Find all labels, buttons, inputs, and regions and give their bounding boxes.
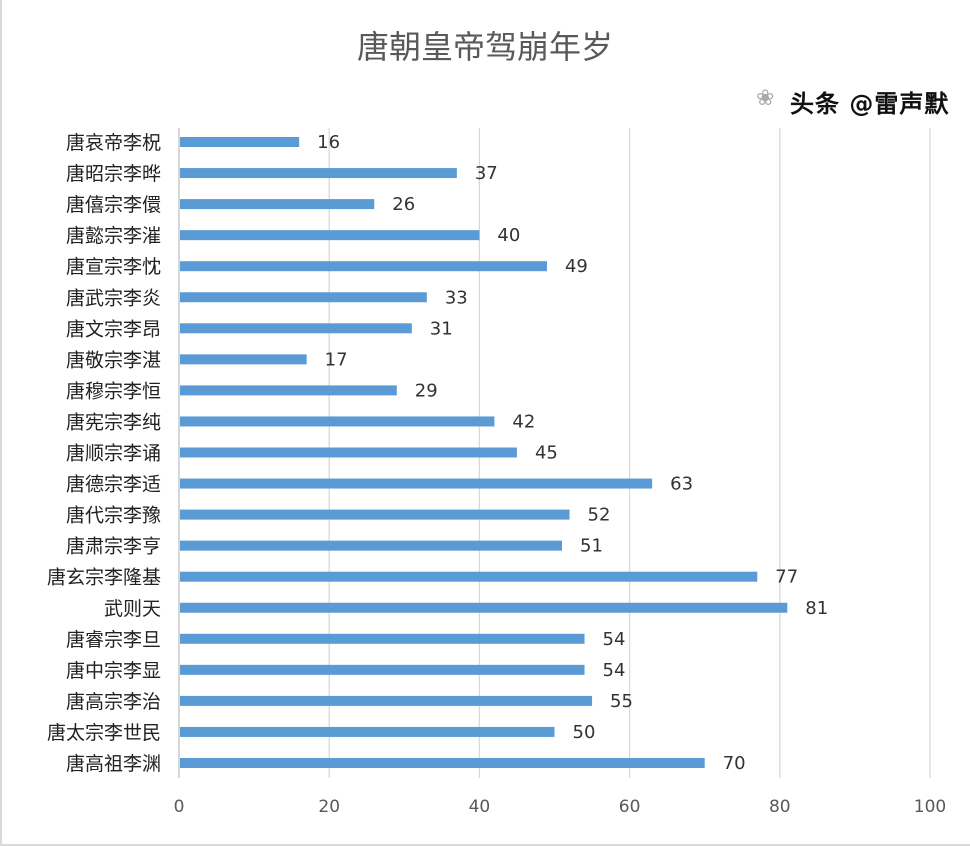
data-label: 33	[445, 287, 468, 308]
bar	[180, 354, 307, 365]
bar	[180, 602, 788, 613]
data-label: 42	[512, 411, 535, 432]
watermark-icon: ❀	[756, 86, 775, 111]
data-label: 29	[415, 380, 438, 401]
data-label: 49	[565, 256, 588, 277]
x-tick-label: 20	[318, 797, 340, 817]
bar	[180, 230, 480, 241]
category-label: 唐顺宗李诵	[66, 443, 161, 465]
data-label: 17	[325, 349, 348, 370]
category-label: 唐睿宗李旦	[66, 629, 161, 651]
category-label: 唐德宗李适	[66, 474, 161, 496]
x-tick-label: 100	[914, 797, 946, 817]
category-label: 唐代宗李豫	[66, 505, 161, 527]
bar	[180, 726, 555, 737]
category-label: 唐宪宗李纯	[66, 411, 161, 433]
data-label: 31	[430, 318, 453, 339]
category-label: 唐僖宗李儇	[66, 194, 161, 216]
x-tick-label: 0	[174, 797, 185, 817]
bar	[180, 540, 563, 551]
category-label: 唐穆宗李恒	[66, 380, 161, 402]
bar	[180, 137, 300, 147]
category-label: 唐文宗李昂	[66, 318, 161, 340]
bar	[180, 447, 517, 458]
bar	[180, 323, 412, 334]
bar	[180, 168, 457, 179]
category-label: 唐哀帝李柷	[66, 132, 161, 154]
category-label: 唐懿宗李漼	[66, 225, 161, 247]
data-label: 77	[775, 567, 798, 588]
data-label: 26	[392, 194, 415, 215]
data-label: 70	[723, 753, 746, 774]
data-label: 40	[497, 225, 520, 246]
x-tick-label: 40	[469, 797, 491, 817]
category-label: 唐武宗李炎	[66, 287, 161, 309]
bar	[180, 416, 495, 427]
data-label: 51	[580, 536, 603, 557]
category-label: 唐高宗李治	[66, 691, 161, 713]
category-label: 唐高祖李渊	[66, 753, 161, 775]
bar	[180, 261, 547, 272]
category-label: 唐敬宗李湛	[66, 349, 161, 371]
data-label: 54	[603, 660, 626, 681]
data-label: 63	[670, 474, 693, 495]
bar	[180, 758, 705, 768]
x-tick-label: 60	[619, 797, 641, 817]
data-label: 37	[475, 163, 498, 184]
data-label: 50	[573, 722, 596, 743]
category-label: 唐昭宗李晔	[66, 163, 161, 185]
bar	[180, 664, 585, 675]
category-label: 唐肃宗李亨	[66, 536, 161, 558]
bar	[180, 695, 593, 706]
category-label: 唐太宗李世民	[47, 722, 161, 744]
bar	[180, 571, 758, 582]
category-label: 武则天	[104, 598, 161, 620]
watermark: 头条 @雷声默	[790, 90, 950, 118]
category-label: 唐宣宗李忱	[66, 256, 161, 278]
bar	[180, 385, 397, 396]
category-label: 唐中宗李显	[66, 660, 161, 682]
data-label: 52	[588, 505, 611, 526]
bar	[180, 478, 653, 489]
bar	[180, 509, 570, 520]
chart-title: 唐朝皇帝驾崩年岁	[356, 28, 613, 66]
bar	[180, 292, 427, 303]
data-label: 55	[610, 691, 633, 712]
bar	[180, 633, 585, 644]
data-label: 16	[317, 132, 340, 153]
bar	[180, 199, 375, 210]
data-label: 54	[603, 629, 626, 650]
category-label: 唐玄宗李隆基	[47, 567, 161, 589]
x-tick-label: 80	[769, 797, 791, 817]
data-label: 45	[535, 443, 558, 464]
data-label: 81	[805, 598, 828, 619]
